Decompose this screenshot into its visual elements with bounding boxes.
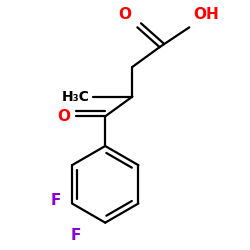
Text: F: F <box>50 193 61 208</box>
Text: O: O <box>118 8 131 22</box>
Text: O: O <box>58 109 70 124</box>
Text: F: F <box>70 228 81 242</box>
Text: OH: OH <box>193 8 219 22</box>
Text: H₃C: H₃C <box>61 90 89 104</box>
